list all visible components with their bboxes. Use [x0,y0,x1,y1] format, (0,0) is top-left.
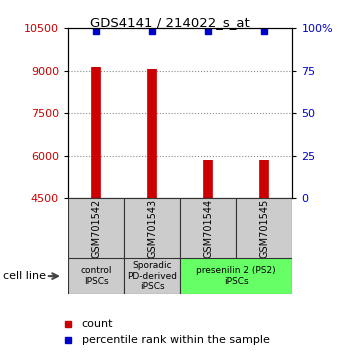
Text: control
IPSCs: control IPSCs [80,267,112,286]
Text: GDS4141 / 214022_s_at: GDS4141 / 214022_s_at [90,16,250,29]
Bar [68,198,124,258]
Bar [124,198,180,258]
Text: count: count [82,319,113,329]
Text: GSM701545: GSM701545 [259,199,269,258]
Text: GSM701542: GSM701542 [91,199,101,258]
Bar [124,258,180,294]
Text: percentile rank within the sample: percentile rank within the sample [82,335,270,345]
Text: GSM701543: GSM701543 [147,199,157,258]
Text: GSM701544: GSM701544 [203,199,213,258]
Text: cell line: cell line [3,271,46,281]
Bar [68,258,124,294]
Text: presenilin 2 (PS2)
iPSCs: presenilin 2 (PS2) iPSCs [197,267,276,286]
Text: Sporadic
PD-derived
iPSCs: Sporadic PD-derived iPSCs [127,261,177,291]
Bar [180,198,236,258]
Bar [236,198,292,258]
Bar [180,258,292,294]
